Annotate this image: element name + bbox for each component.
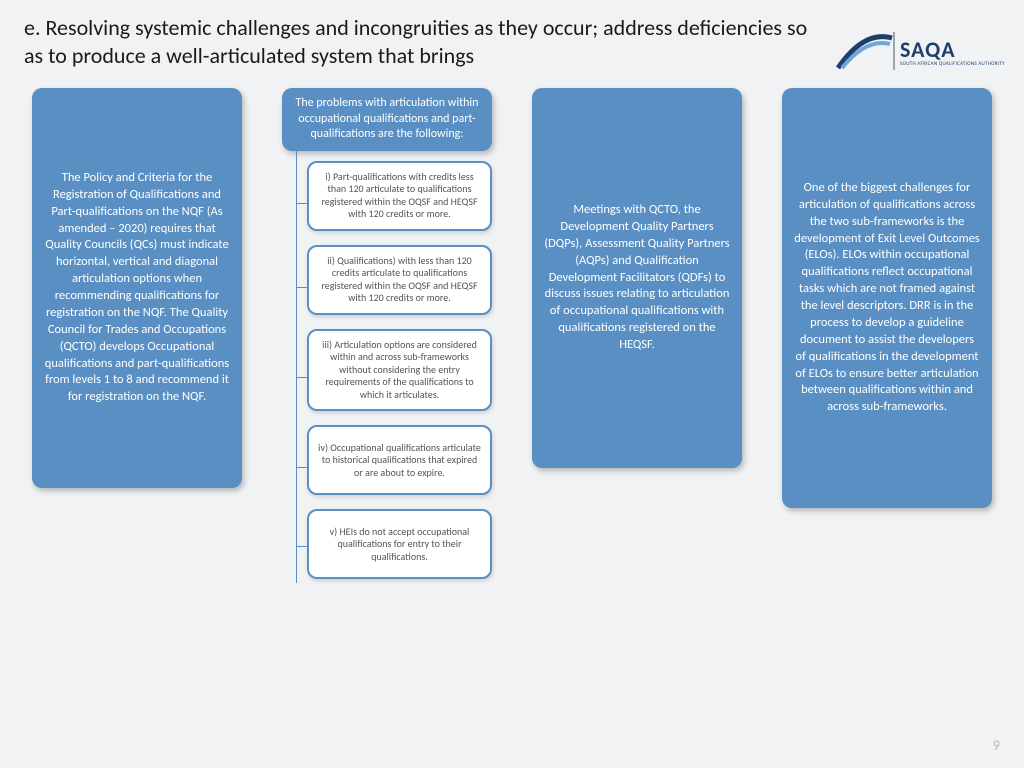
card-policy: The Policy and Criteria for the Registra… <box>32 88 242 488</box>
column-4: One of the biggest challenges for articu… <box>782 88 992 508</box>
logo-text: SAQA <box>900 36 1005 63</box>
content-columns: The Policy and Criteria for the Registra… <box>32 88 992 583</box>
problem-item-5: v) HEIs do not accept occupational quali… <box>307 509 492 579</box>
problem-item-1: i) Part-qualifications with credits less… <box>307 161 492 231</box>
problem-item-4-text: iv) Occupational qualifications articula… <box>317 442 482 480</box>
problem-item-5-text: v) HEIs do not accept occupational quali… <box>317 526 482 564</box>
problem-item-4: iv) Occupational qualifications articula… <box>307 425 492 495</box>
card-meetings-text: Meetings with QCTO, the Development Qual… <box>544 202 730 354</box>
column-2: The problems with articulation within oc… <box>282 88 492 583</box>
card-policy-text: The Policy and Criteria for the Registra… <box>44 170 230 406</box>
column-3: Meetings with QCTO, the Development Qual… <box>532 88 742 468</box>
card-meetings: Meetings with QCTO, the Development Qual… <box>532 88 742 468</box>
problem-item-1-text: i) Part-qualifications with credits less… <box>317 171 482 221</box>
slide-title: e. Resolving systemic challenges and inc… <box>24 14 824 69</box>
card-elos: One of the biggest challenges for articu… <box>782 88 992 508</box>
logo-subtext: SOUTH AFRICAN QUALIFICATIONS AUTHORITY <box>900 61 1005 67</box>
problem-item-2-text: ii) Qualifications) with less than 120 c… <box>317 255 482 305</box>
page-number: 9 <box>993 737 1000 754</box>
card-elos-text: One of the biggest challenges for articu… <box>794 180 980 416</box>
column-1: The Policy and Criteria for the Registra… <box>32 88 242 488</box>
problem-item-3-text: iii) Articulation options are considered… <box>317 339 482 402</box>
swoosh-icon <box>836 28 896 74</box>
problem-item-3: iii) Articulation options are considered… <box>307 329 492 412</box>
saqa-logo: SAQA SOUTH AFRICAN QUALIFICATIONS AUTHOR… <box>836 24 1016 78</box>
card-problems-head: The problems with articulation within oc… <box>282 88 492 151</box>
slide-header: e. Resolving systemic challenges and inc… <box>24 14 824 69</box>
problem-item-2: ii) Qualifications) with less than 120 c… <box>307 245 492 315</box>
problems-list: i) Part-qualifications with credits less… <box>296 151 492 584</box>
card-problems-head-text: The problems with articulation within oc… <box>296 96 479 141</box>
